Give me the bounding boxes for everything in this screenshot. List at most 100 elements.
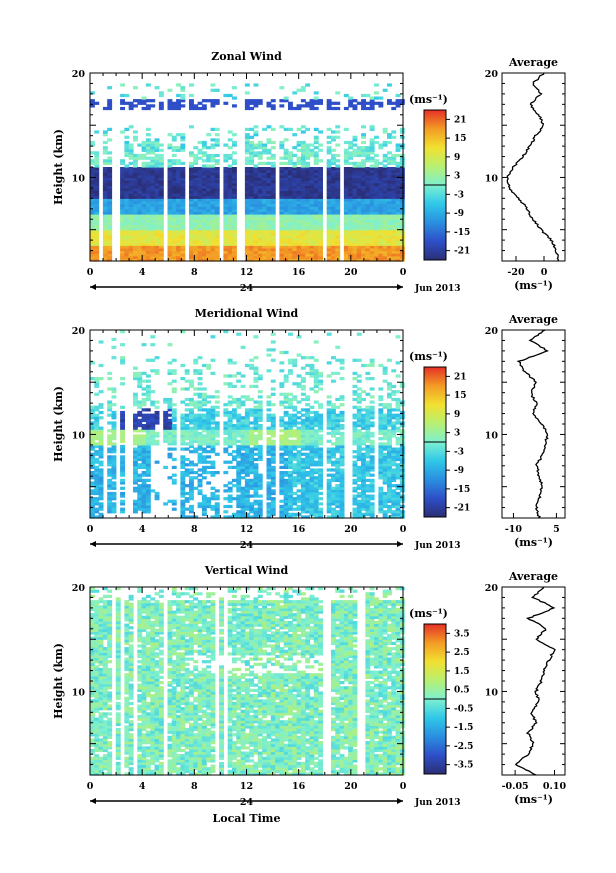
heatmap-cell — [288, 227, 293, 231]
heatmap-cell — [197, 250, 203, 254]
heatmap-cell — [356, 187, 362, 192]
heatmap-cell — [137, 371, 143, 375]
heatmap-cell — [270, 442, 276, 446]
heatmap-cell — [176, 208, 181, 212]
heatmap-cell — [214, 494, 220, 498]
heatmap-cell — [305, 497, 311, 501]
heatmap-cell — [236, 515, 242, 519]
heatmap-cell — [102, 159, 108, 163]
heatmap-cell — [262, 195, 267, 199]
heatmap-cell — [133, 161, 138, 165]
heatmap-cell — [154, 245, 160, 249]
heatmap-cell — [120, 232, 125, 236]
heatmap-cell — [240, 384, 246, 388]
heatmap-cell — [369, 190, 375, 194]
heatmap-cell — [120, 465, 125, 469]
heatmap-cell — [124, 200, 130, 205]
heatmap-cell — [361, 198, 366, 202]
heatmap-cell — [279, 478, 285, 482]
heatmap-cell — [300, 439, 306, 443]
heatmap-cell — [356, 504, 362, 509]
heatmap-cell — [305, 216, 311, 220]
heatmap-cell — [189, 382, 194, 386]
heatmap-cell — [365, 193, 371, 197]
heatmap-cell — [257, 455, 263, 459]
heatmap-cell — [339, 447, 345, 451]
heatmap-cell — [365, 455, 371, 459]
heatmap-cell — [283, 434, 289, 438]
heatmap-cell — [313, 460, 319, 464]
heatmap-cell — [145, 200, 151, 205]
heatmap-cell — [193, 515, 199, 519]
heatmap-cell — [193, 416, 199, 420]
heatmap-cell — [399, 135, 405, 139]
heatmap-cell — [120, 258, 125, 262]
heatmap-cell — [223, 442, 229, 446]
heatmap-cell — [90, 471, 95, 475]
heatmap-cell — [288, 439, 293, 443]
heatmap-cell — [300, 219, 306, 223]
heatmap-cell — [120, 358, 125, 362]
heatmap-cell — [206, 444, 212, 449]
heatmap-cell — [107, 463, 113, 467]
heatmap-cell — [141, 437, 147, 441]
heatmap-cell — [339, 473, 345, 477]
heatmap-cell — [197, 167, 203, 171]
heatmap-cell — [124, 182, 130, 186]
heatmap-cell — [240, 512, 246, 516]
heatmap-cell — [176, 104, 181, 108]
heatmap-cell — [257, 395, 263, 399]
heatmap-cell — [283, 397, 289, 402]
heatmap-cell — [249, 174, 255, 178]
heatmap-cell — [206, 504, 212, 509]
heatmap-cell — [270, 455, 276, 459]
heatmap-cell — [201, 219, 207, 223]
heatmap-cell — [154, 247, 160, 252]
heatmap-cell — [102, 255, 108, 259]
heatmap-cell — [335, 437, 341, 441]
heatmap-cell — [240, 489, 246, 493]
heatmap-cell — [283, 497, 289, 501]
heatmap-cell — [270, 450, 276, 454]
heatmap-cell — [197, 452, 203, 456]
heatmap-cell — [141, 174, 147, 178]
heatmap-cell — [266, 447, 272, 451]
heatmap-cell — [253, 369, 259, 373]
heatmap-cell — [262, 161, 267, 165]
heatmap-cell — [176, 258, 181, 262]
heatmap-cell — [145, 491, 151, 496]
heatmap-cell — [232, 408, 237, 412]
heatmap-cell — [318, 476, 323, 480]
heatmap-cell — [90, 476, 95, 480]
heatmap-cell — [189, 198, 194, 202]
heatmap-cell — [193, 174, 199, 178]
heatmap-cell — [292, 164, 298, 168]
heatmap-cell — [90, 206, 95, 210]
heatmap-cell — [128, 221, 134, 225]
heatmap-cell — [184, 484, 190, 488]
heatmap-cell — [257, 182, 263, 186]
heatmap-cell — [249, 413, 255, 417]
heatmap-cell — [352, 245, 358, 249]
heatmap-cell — [348, 151, 354, 155]
heatmap-cell — [292, 478, 298, 482]
heatmap-cell — [223, 437, 229, 441]
heatmap-cell — [270, 227, 276, 231]
heatmap-cell — [133, 397, 138, 402]
heatmap-cell — [331, 211, 336, 215]
heatmap-cell — [167, 499, 173, 503]
heatmap-cell — [288, 187, 293, 192]
heatmap-cell — [193, 200, 199, 205]
heatmap-cell — [356, 471, 362, 475]
heatmap-cell — [150, 159, 156, 163]
heatmap-cell — [283, 185, 289, 189]
heatmap-cell — [300, 426, 306, 430]
heatmap-cell — [326, 408, 332, 412]
heatmap-cell — [214, 510, 220, 514]
heatmap-cell — [309, 227, 315, 231]
heatmap-cell — [331, 255, 336, 259]
heatmap-cell — [270, 460, 276, 464]
heatmap-cell — [107, 237, 113, 241]
heatmap-cell — [352, 151, 358, 155]
heatmap-cell — [318, 245, 323, 249]
